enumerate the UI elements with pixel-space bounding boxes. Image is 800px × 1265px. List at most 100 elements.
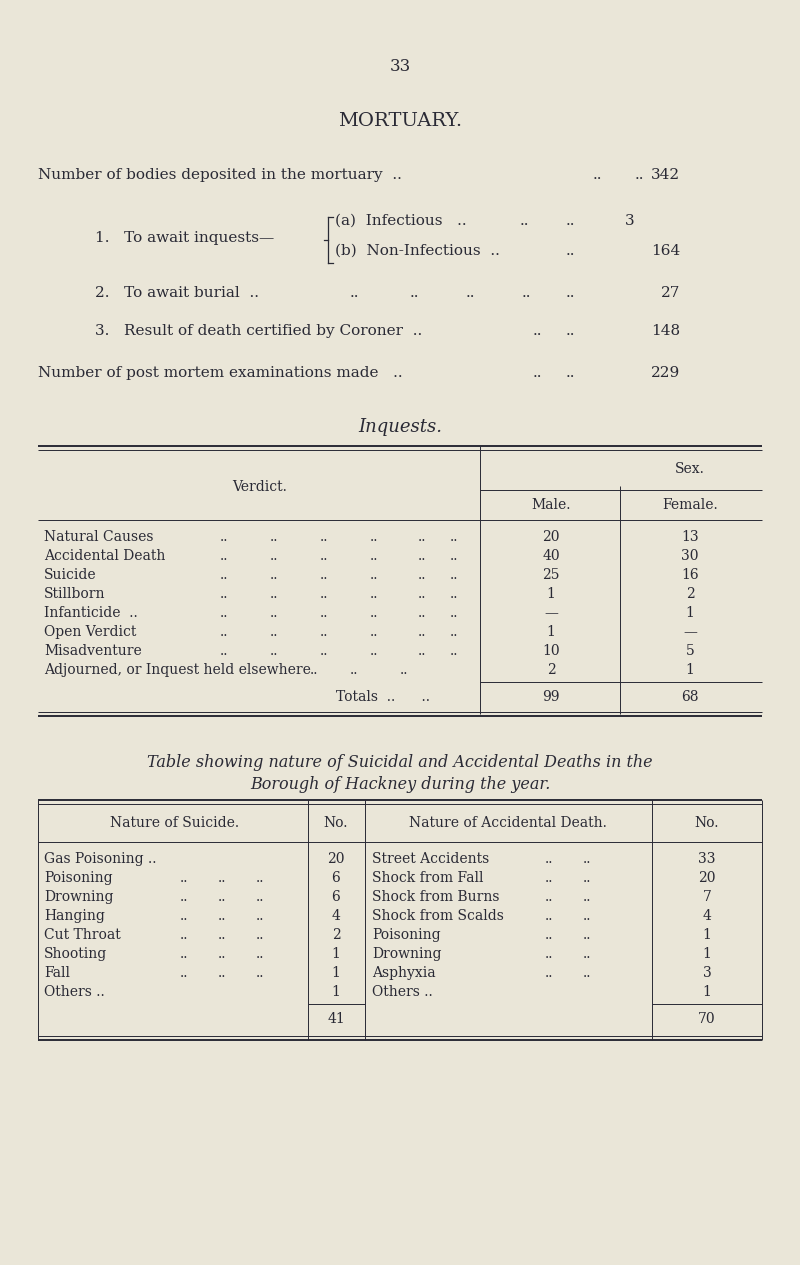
Text: Table showing nature of Suicidal and Accidental Deaths in the: Table showing nature of Suicidal and Acc… [147,754,653,770]
Text: ..: .. [370,606,378,620]
Text: 10: 10 [542,644,560,658]
Text: —: — [683,625,697,639]
Text: ..: .. [320,530,329,544]
Text: 3.   Result of death certified by Coroner  ..: 3. Result of death certified by Coroner … [95,324,422,338]
Text: No.: No. [324,816,348,830]
Text: 20: 20 [327,853,345,867]
Text: ..: .. [220,530,229,544]
Text: 68: 68 [682,689,698,705]
Text: Fall: Fall [44,966,70,980]
Text: ..: .. [566,244,575,258]
Text: ..: .. [545,929,554,942]
Text: 40: 40 [542,549,560,563]
Text: 5: 5 [686,644,694,658]
Text: ..: .. [218,947,226,961]
Text: Poisoning: Poisoning [44,872,113,885]
Text: ..: .. [583,872,591,885]
Text: ..: .. [270,549,278,563]
Text: Nature of Accidental Death.: Nature of Accidental Death. [409,816,607,830]
Text: 4: 4 [702,910,711,923]
Text: ..: .. [180,966,189,980]
Text: ..: .. [583,929,591,942]
Text: ..: .. [270,625,278,639]
Text: ..: .. [545,891,554,904]
Text: ..: .. [270,606,278,620]
Text: Shock from Burns: Shock from Burns [372,891,499,904]
Text: Number of post mortem examinations made   ..: Number of post mortem examinations made … [38,366,402,380]
Text: ..: .. [583,853,591,867]
Text: ..: .. [218,872,226,885]
Text: ..: .. [220,625,229,639]
Text: ..: .. [220,549,229,563]
Text: Others ..: Others .. [372,985,433,999]
Text: ..: .. [350,286,359,300]
Text: ..: .. [450,644,458,658]
Text: ..: .. [320,606,329,620]
Text: Natural Causes: Natural Causes [44,530,154,544]
Text: 27: 27 [661,286,680,300]
Text: ..: .. [533,366,542,380]
Text: ..: .. [220,587,229,601]
Text: 33: 33 [698,853,716,867]
Text: —: — [544,606,558,620]
Text: ..: .. [256,910,265,923]
Text: ..: .. [320,587,329,601]
Text: (a)  Infectious   ..: (a) Infectious .. [335,214,466,228]
Text: ..: .. [256,929,265,942]
Text: 20: 20 [542,530,560,544]
Text: ..: .. [520,214,530,228]
Text: Sex.: Sex. [675,462,705,476]
Text: ..: .. [583,947,591,961]
Text: ..: .. [545,872,554,885]
Text: 342: 342 [651,168,680,182]
Text: ..: .. [418,644,426,658]
Text: Adjourned, or Inquest held elsewhere: Adjourned, or Inquest held elsewhere [44,663,311,677]
Text: ..: .. [320,549,329,563]
Text: ..: .. [418,587,426,601]
Text: Infanticide  ..: Infanticide .. [44,606,138,620]
Text: ..: .. [418,549,426,563]
Text: 7: 7 [702,891,711,904]
Text: 1: 1 [331,947,341,961]
Text: ..: .. [220,568,229,582]
Text: ..: .. [270,530,278,544]
Text: 164: 164 [650,244,680,258]
Text: Shooting: Shooting [44,947,107,961]
Text: Hanging: Hanging [44,910,105,923]
Text: 41: 41 [327,1012,345,1026]
Text: ..: .. [583,910,591,923]
Text: ..: .. [545,947,554,961]
Text: ..: .. [270,644,278,658]
Text: ..: .. [218,891,226,904]
Text: ..: .. [370,549,378,563]
Text: 1: 1 [686,663,694,677]
Text: ..: .. [418,530,426,544]
Text: ..: .. [418,568,426,582]
Text: Inquests.: Inquests. [358,417,442,436]
Text: ..: .. [218,966,226,980]
Text: 20: 20 [698,872,716,885]
Text: 3: 3 [626,214,635,228]
Text: Accidental Death: Accidental Death [44,549,166,563]
Text: 13: 13 [681,530,699,544]
Text: ..: .. [566,366,575,380]
Text: ..: .. [450,606,458,620]
Text: ..: .. [256,891,265,904]
Text: ..: .. [593,168,602,182]
Text: ..: .. [350,663,358,677]
Text: 25: 25 [542,568,560,582]
Text: 6: 6 [332,891,340,904]
Text: 2: 2 [546,663,555,677]
Text: Stillborn: Stillborn [44,587,106,601]
Text: ..: .. [418,625,426,639]
Text: ..: .. [466,286,475,300]
Text: ..: .. [320,568,329,582]
Text: 3: 3 [702,966,711,980]
Text: ..: .. [256,872,265,885]
Text: ..: .. [410,286,419,300]
Text: ..: .. [370,644,378,658]
Text: Drowning: Drowning [372,947,442,961]
Text: ..: .. [320,644,329,658]
Text: Street Accidents: Street Accidents [372,853,490,867]
Text: 2: 2 [686,587,694,601]
